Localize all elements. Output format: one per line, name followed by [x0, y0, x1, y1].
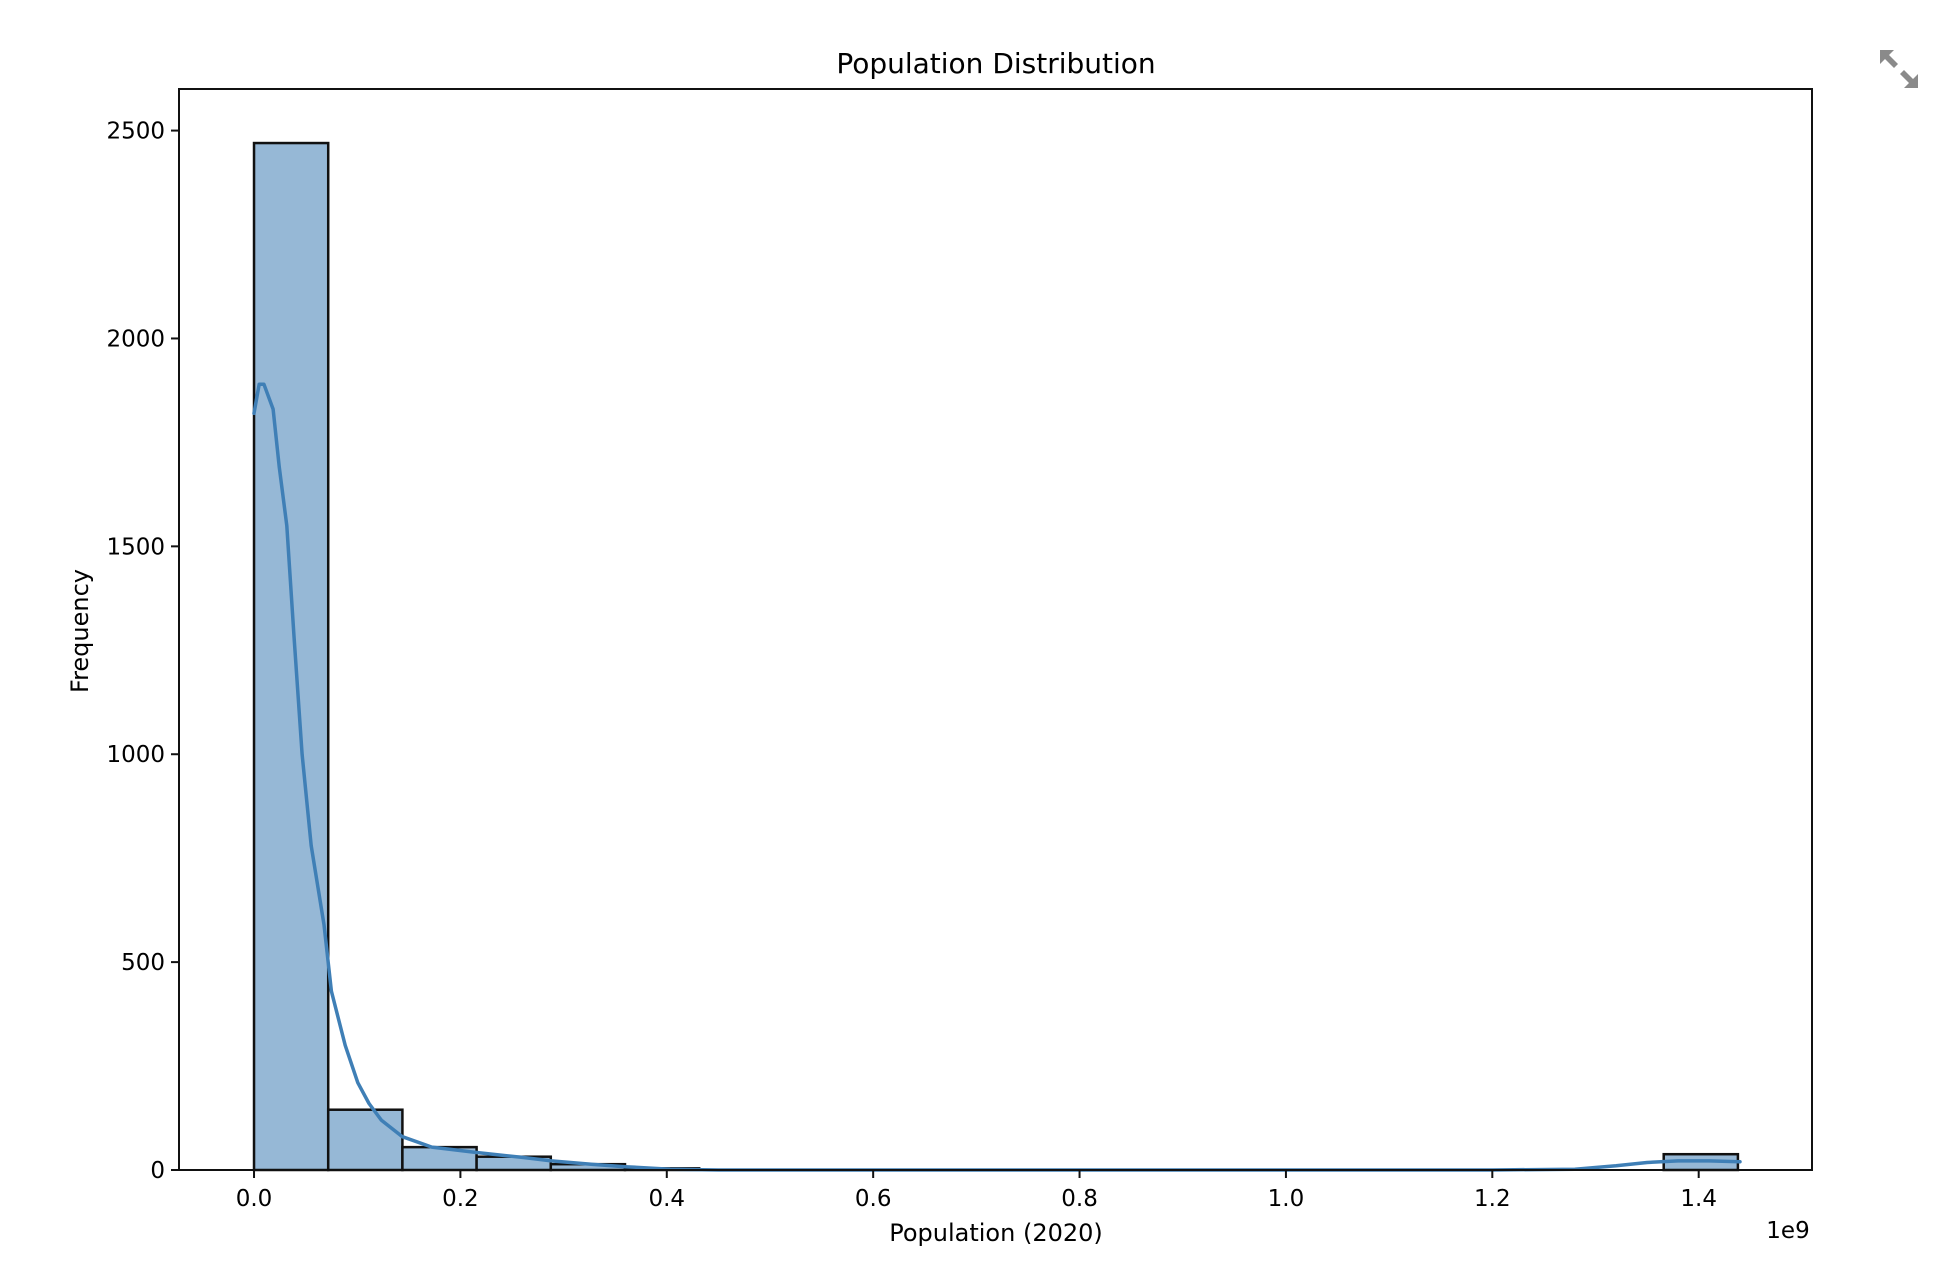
histogram-bars [252, 141, 1740, 1172]
plot-frame [178, 88, 1813, 1171]
y-tick-label: 0 [150, 1158, 165, 1184]
histogram-bar [252, 141, 330, 1172]
x-tick-label: 0.0 [236, 1186, 273, 1212]
y-tick-label: 2000 [106, 326, 165, 352]
x-axis-label: Population (2020) [889, 1219, 1103, 1247]
x-tick-label: 0.4 [648, 1186, 685, 1212]
x-axis-offset-label: 1e9 [1766, 1218, 1809, 1244]
y-tick-label: 1500 [106, 534, 165, 560]
x-tick-label: 0.2 [442, 1186, 479, 1212]
y-axis-label: Frequency [66, 569, 94, 693]
y-axis-ticks: 0 500 1000 1500 2000 2500 [106, 119, 179, 1184]
expand-arrows-icon[interactable] [1876, 46, 1922, 92]
y-tick-label: 500 [121, 950, 165, 976]
x-tick-label: 1.0 [1268, 1186, 1305, 1212]
kde-curve-layer [252, 382, 1742, 1172]
y-tick-label: 1000 [106, 742, 165, 768]
x-tick-label: 1.2 [1474, 1186, 1511, 1212]
x-tick-label: 0.8 [1061, 1186, 1098, 1212]
x-axis-ticks: 0.0 0.2 0.4 0.6 0.8 1.0 1.2 1.4 [236, 1170, 1717, 1212]
kde-line [252, 382, 1742, 1172]
x-tick-label: 0.6 [855, 1186, 892, 1212]
chart-title: Population Distribution [836, 47, 1155, 80]
histogram-bar [326, 1108, 404, 1172]
y-tick-label: 2500 [106, 119, 165, 145]
x-tick-label: 1.4 [1680, 1186, 1717, 1212]
